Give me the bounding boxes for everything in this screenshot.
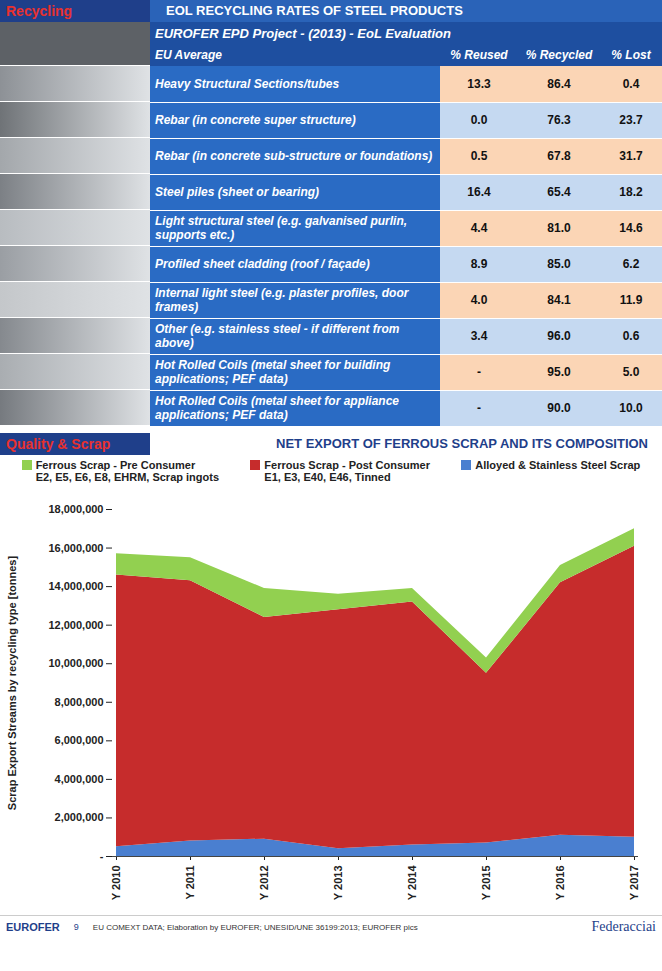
html-text:EU COMEXT DATA; Elaboration by: EU COMEXT DATA; Elaboration by EUROFER; … (92, 922, 418, 932)
svg-text:4,000,000: 4,000,000 (55, 772, 104, 784)
html-text:31.7: 31.7 (619, 149, 643, 163)
svg-text:12,000,000: 12,000,000 (48, 618, 103, 630)
html-text:81.0: 81.0 (547, 221, 571, 235)
html-text:96.0: 96.0 (547, 329, 571, 343)
svg-text:Y 2015: Y 2015 (480, 865, 492, 900)
html-text:% Reused: % Reused (450, 48, 508, 62)
html-text:0.4: 0.4 (622, 76, 640, 91)
html-text:76.3: 76.3 (547, 113, 571, 127)
html-text:86.4: 86.4 (547, 76, 571, 91)
html-text:9: 9 (73, 922, 79, 932)
html-text:85.0: 85.0 (547, 257, 571, 271)
html-text:6.2: 6.2 (622, 257, 640, 271)
html-text:Ferrous Scrap - Post Consumer: Ferrous Scrap - Post Consumer (264, 458, 430, 471)
svg-text:Y 2016: Y 2016 (554, 865, 566, 900)
svg-text:14,000,000: 14,000,000 (48, 580, 103, 592)
html-text:Other (e.g. stainless steel -: Other (e.g. stainless steel - if differe… (155, 322, 400, 350)
svg-text:Y 2010: Y 2010 (110, 865, 122, 900)
html-text:0.5: 0.5 (470, 149, 488, 163)
html-text:18.2: 18.2 (619, 185, 643, 199)
html-text:E1, E3, E40, E46, Tinned: E1, E3, E40, E46, Tinned (264, 470, 391, 483)
html-text:3.4: 3.4 (470, 329, 488, 343)
svg-text:6,000,000: 6,000,000 (55, 734, 104, 746)
html-text:E2, E5, E6, E8, EHRM, Scrap in: E2, E5, E6, E8, EHRM, Scrap ingots (35, 470, 219, 483)
html-text:Recycling: Recycling (6, 3, 73, 19)
html-text:EUROFER: EUROFER (6, 921, 60, 933)
html-text:EOL RECYCLING RATES OF STEEL P: EOL RECYCLING RATES OF STEEL PRODUCTS (166, 3, 463, 18)
html-text:0.0: 0.0 (470, 113, 488, 127)
svg-text:18,000,000: 18,000,000 (48, 503, 103, 515)
html-text:5.0: 5.0 (622, 365, 640, 379)
html-text:Rebar (in concrete sub-structu: Rebar (in concrete sub-structure or foun… (155, 149, 433, 163)
svg-text:-: - (100, 850, 104, 862)
html-text:10.0: 10.0 (619, 401, 643, 415)
svg-text:2,000,000: 2,000,000 (55, 811, 104, 823)
svg-text:10,000,000: 10,000,000 (48, 657, 103, 669)
html-text:90.0: 90.0 (547, 401, 571, 415)
html-text:65.4: 65.4 (547, 185, 571, 199)
html-text:Hot Rolled Coils (metal sheet: Hot Rolled Coils (metal sheet for buildi… (155, 358, 391, 386)
html-text:4.0: 4.0 (470, 293, 488, 307)
html-text:13.3: 13.3 (467, 76, 491, 91)
html-text:% Recycled: % Recycled (525, 48, 593, 62)
html-text:Light structural steel (e.g. g: Light structural steel (e.g. galvanised … (155, 214, 407, 242)
html-text:Alloyed & Stainless Steel Scra: Alloyed & Stainless Steel Scrap (475, 458, 641, 471)
html-text:84.1: 84.1 (547, 293, 571, 307)
svg-text:Y 2013: Y 2013 (332, 865, 344, 900)
html-text:Rebar (in concrete super struc: Rebar (in concrete super structure) (155, 113, 356, 127)
svg-text:Scrap Export Streams by recycl: Scrap Export Streams by recycling type [… (6, 555, 18, 810)
html-text:Ferrous Scrap - Pre Consumer: Ferrous Scrap - Pre Consumer (35, 458, 196, 471)
html-text:16.4: 16.4 (467, 185, 491, 199)
svg-text:8,000,000: 8,000,000 (55, 695, 104, 707)
html-text:11.9: 11.9 (619, 293, 643, 307)
html-text:Federacciai: Federacciai (591, 919, 656, 934)
html-text:Steel piles (sheet or bearing): Steel piles (sheet or bearing) (155, 185, 319, 199)
svg-text:Y 2011: Y 2011 (184, 865, 196, 899)
html-text:Hot Rolled Coils (metal sheet: Hot Rolled Coils (metal sheet for applia… (155, 394, 399, 422)
svg-text:Y 2012: Y 2012 (258, 865, 270, 900)
html-text:Quality & Scrap: Quality & Scrap (6, 435, 111, 452)
html-text:67.8: 67.8 (547, 149, 571, 163)
html-text:8.9: 8.9 (470, 257, 488, 271)
html-text:4.4: 4.4 (470, 221, 488, 235)
html-text:Profiled sheet cladding (roof: Profiled sheet cladding (roof / façade) (155, 257, 370, 271)
html-text:EU Average: EU Average (155, 48, 222, 62)
html-text:14.6: 14.6 (619, 221, 643, 235)
svg-text:Y 2014: Y 2014 (406, 864, 418, 900)
svg-text:Y 2017: Y 2017 (628, 865, 640, 900)
html-text:Internal light steel (e.g. pla: Internal light steel (e.g. plaster profi… (155, 286, 409, 314)
svg-text:16,000,000: 16,000,000 (48, 541, 103, 553)
html-text:23.7: 23.7 (619, 113, 643, 127)
html-text:95.0: 95.0 (547, 365, 571, 379)
html-text:0.6: 0.6 (622, 329, 640, 343)
html-text:Heavy Structural Sections/tube: Heavy Structural Sections/tubes (155, 76, 340, 91)
html-text:NET EXPORT OF FERROUS SCRAP AN: NET EXPORT OF FERROUS SCRAP AND ITS COMP… (276, 435, 648, 451)
html-text:% Lost: % Lost (611, 48, 651, 62)
html-text:EUROFER EPD Project - (2013) -: EUROFER EPD Project - (2013) - EoL Evalu… (155, 25, 451, 41)
